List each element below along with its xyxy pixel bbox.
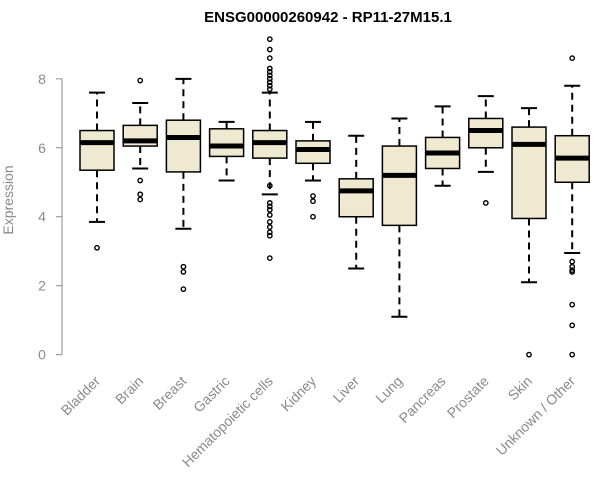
outlier-point	[266, 72, 273, 79]
box-iqr	[208, 128, 245, 158]
outlier-point	[266, 82, 273, 89]
x-tick-label: Gastric	[190, 373, 233, 416]
box-group	[338, 134, 374, 270]
box-iqr	[79, 129, 115, 171]
outlier-point	[180, 263, 187, 270]
outlier-point	[310, 213, 316, 220]
outlier-point	[266, 224, 273, 230]
box-iqr	[338, 178, 374, 218]
outlier-point	[266, 232, 273, 239]
outlier-point	[569, 301, 576, 308]
box-iqr	[165, 119, 202, 173]
box-series	[79, 36, 590, 358]
outlier-point	[266, 79, 273, 86]
box-group	[381, 117, 418, 318]
outlier-point	[137, 77, 144, 84]
outlier-point	[266, 69, 273, 75]
x-tick-label: Lung	[372, 373, 405, 406]
x-tick-label: Unknown / Other	[493, 373, 579, 459]
outlier-point	[310, 193, 316, 199]
outlier-point	[266, 206, 273, 213]
outlier-point	[569, 322, 576, 329]
outlier-point	[137, 191, 144, 198]
box-iqr	[381, 145, 418, 227]
outlier-point	[266, 36, 273, 43]
outlier-point	[180, 286, 187, 293]
outlier-point	[266, 182, 273, 189]
outlier-point	[266, 200, 273, 206]
y-tick-label: 2	[38, 278, 46, 294]
box-iqr	[511, 126, 547, 220]
outlier-point	[266, 46, 273, 53]
outlier-point	[180, 269, 187, 275]
outlier-point	[266, 219, 273, 225]
x-tick-label: Bladder	[58, 373, 104, 419]
box-group	[424, 105, 461, 187]
outlier-point	[569, 269, 576, 275]
outlier-point	[526, 351, 532, 358]
box-group	[165, 77, 202, 293]
outlier-point	[94, 244, 100, 251]
y-axis: 0 2 4 6 8	[38, 71, 63, 363]
outlier-point	[137, 177, 144, 184]
box-group	[79, 91, 115, 251]
y-axis-label: Expression	[0, 165, 16, 234]
box-group	[122, 77, 158, 203]
outlier-point	[569, 55, 576, 62]
outlier-point	[266, 212, 273, 218]
box-iqr	[295, 140, 331, 165]
x-tick-label: Breast	[150, 373, 190, 413]
x-tick-label: Pancreas	[396, 373, 449, 426]
y-tick-label: 8	[38, 71, 46, 87]
x-tick-label: Liver	[330, 373, 363, 406]
chart-title: ENSG00000260942 - RP11-27M15.1	[204, 9, 452, 26]
x-tick-label: Prostate	[444, 373, 492, 421]
box-group	[295, 120, 331, 220]
box-group	[252, 36, 288, 262]
y-tick-label: 4	[38, 209, 46, 225]
box-iqr	[468, 117, 504, 149]
box-group	[511, 107, 547, 358]
outlier-point	[266, 203, 273, 210]
outlier-point	[266, 229, 273, 236]
y-tick-label: 6	[38, 140, 46, 156]
outlier-point	[266, 75, 273, 82]
x-tick-label: Skin	[505, 373, 536, 404]
box-group	[468, 95, 504, 206]
outlier-point	[266, 86, 273, 93]
outlier-point	[266, 65, 273, 72]
outlier-point	[137, 196, 144, 203]
outlier-point	[310, 198, 316, 205]
outlier-point	[569, 258, 576, 265]
outlier-point	[569, 263, 576, 270]
outlier-point	[569, 351, 576, 358]
outlier-point	[482, 200, 489, 206]
box-group	[554, 55, 590, 358]
x-tick-label: Brain	[112, 373, 146, 407]
y-tick-label: 0	[38, 347, 46, 363]
box-group	[208, 120, 245, 182]
x-tick-label: Kidney	[278, 373, 320, 415]
outlier-point	[266, 255, 273, 262]
outlier-point	[266, 55, 273, 62]
